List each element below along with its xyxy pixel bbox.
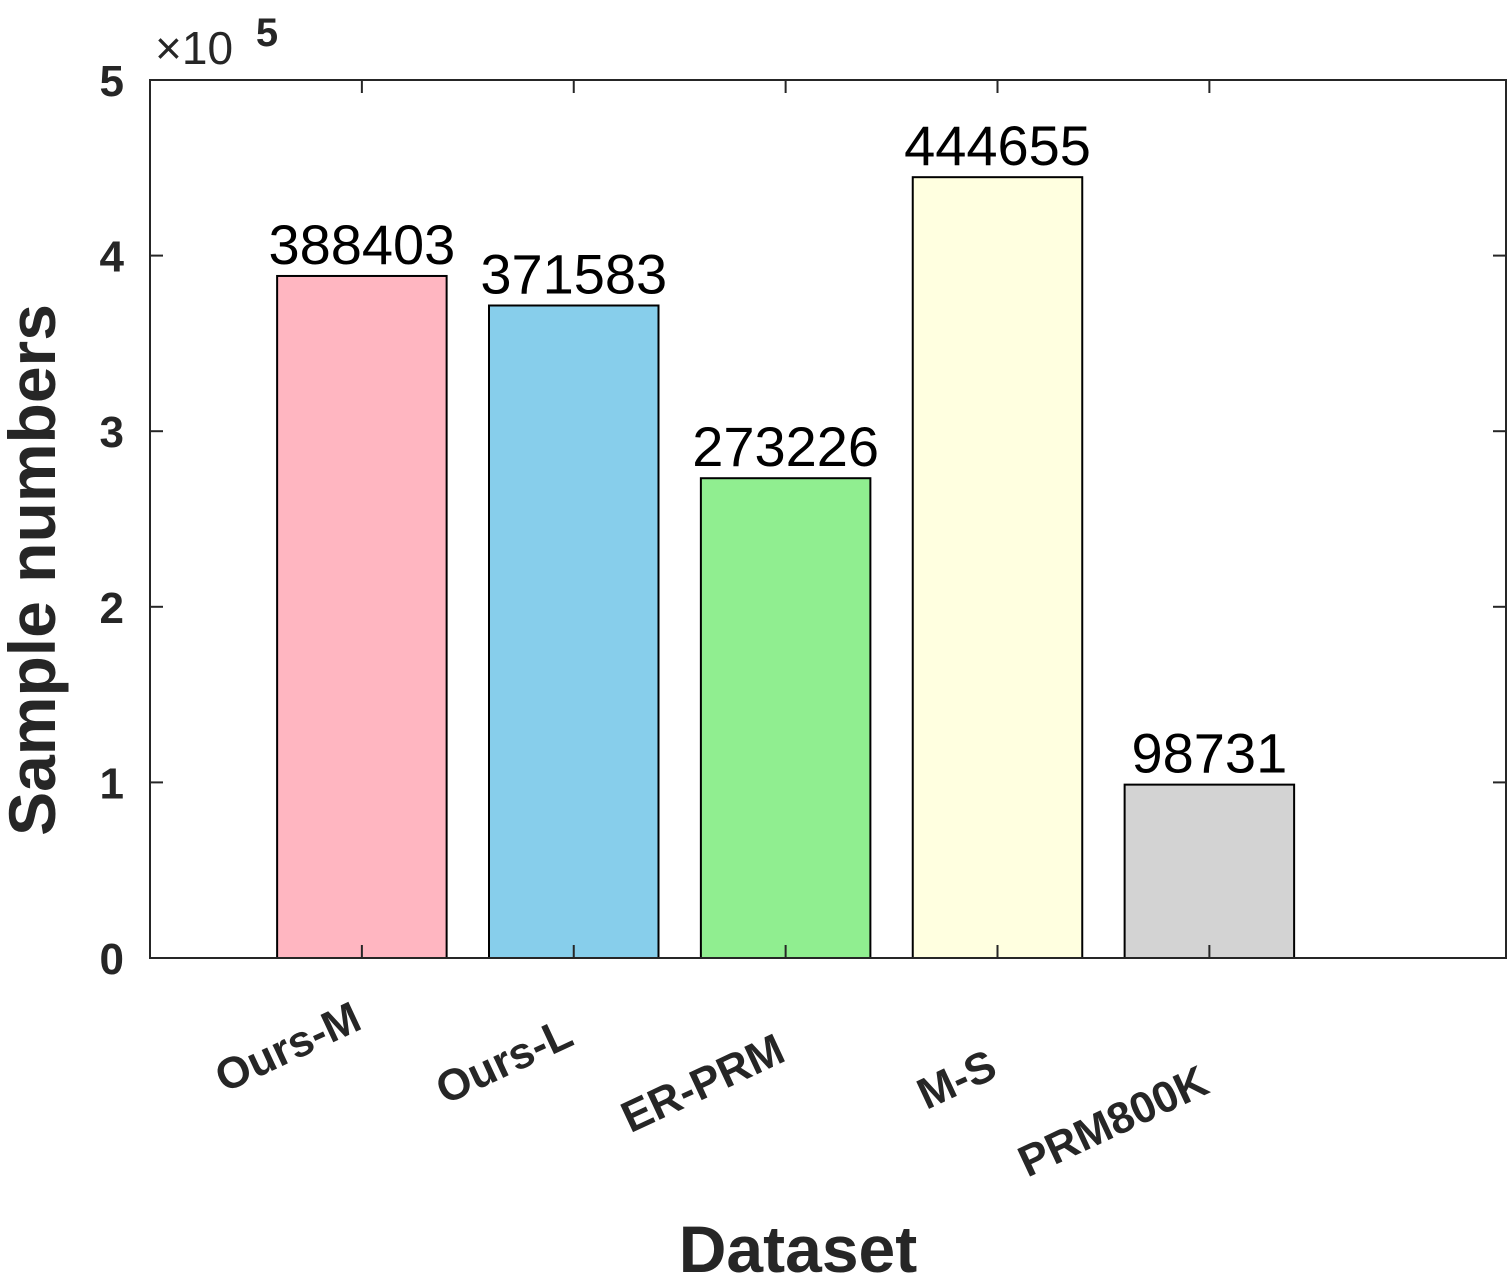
data-label-ours-l: 371583	[480, 243, 667, 306]
y-tick-label: 4	[100, 233, 125, 282]
y-tick-label: 1	[100, 759, 124, 808]
x-tick-label-ours-l: Ours-L	[429, 1009, 580, 1114]
y-tick-label: 2	[100, 584, 124, 633]
data-label-er-prm: 273226	[692, 415, 879, 478]
y-tick-label: 0	[100, 935, 124, 984]
y-tick-label: 5	[100, 57, 124, 106]
x-tick-label-m-s: M-S	[910, 1041, 1004, 1119]
y-tick-label: 3	[100, 408, 124, 457]
plot-frame	[149, 79, 1507, 959]
bars-layer	[276, 176, 1296, 960]
data-label-prm800k: 98731	[1132, 722, 1288, 785]
bar-er-prm	[699, 477, 872, 959]
y-axis-title: Sample numbers	[0, 304, 69, 836]
bar-ours-m	[276, 274, 448, 959]
bar-prm800k	[1123, 783, 1296, 959]
x-axis-title: Dataset	[679, 1212, 917, 1280]
y-exponent-power: 5	[256, 11, 278, 55]
data-labels-layer: 388403 371583 273226 444655 98731	[268, 114, 1287, 784]
x-tick-label-prm800k: PRM800K	[1011, 1057, 1216, 1187]
bar-m-s	[911, 176, 1084, 960]
bar-ours-l	[488, 304, 660, 959]
x-tick-label-er-prm: ER-PRM	[614, 1025, 792, 1143]
data-label-ours-m: 388403	[268, 213, 455, 276]
y-ticks-layer: 0 1 2 3 4 5	[100, 57, 1506, 984]
data-label-m-s: 444655	[904, 114, 1091, 177]
x-tick-label-ours-m: Ours-M	[208, 993, 368, 1102]
y-exponent-label: ×10 5	[155, 11, 278, 74]
y-exponent-prefix: ×10	[155, 22, 233, 74]
